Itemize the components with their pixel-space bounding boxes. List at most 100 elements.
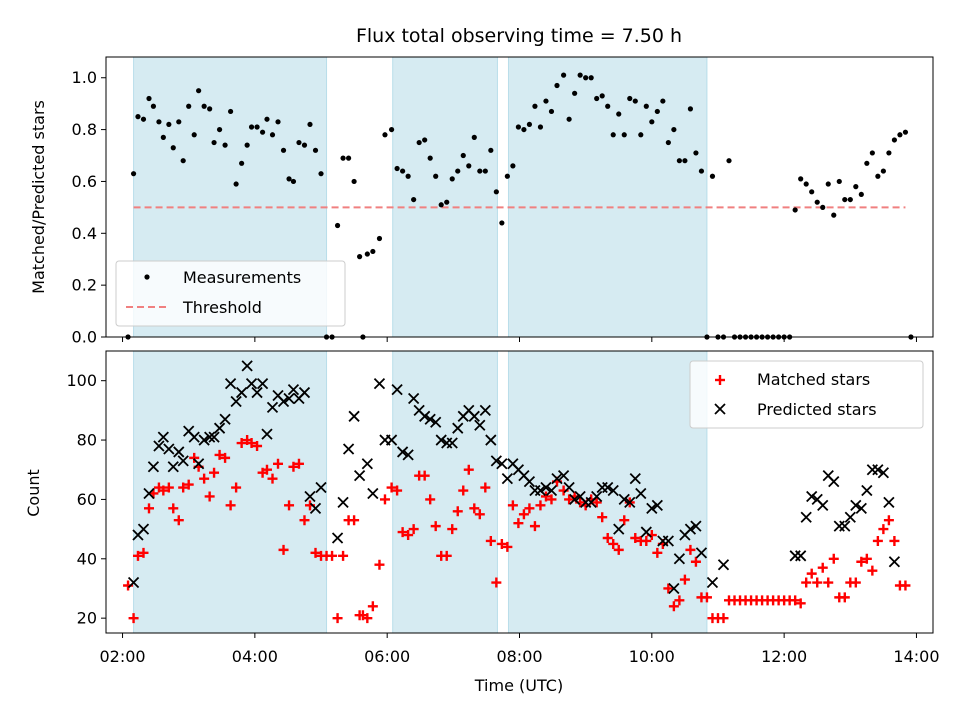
bottom-y-axis-label: Count	[24, 469, 43, 517]
measurement-point	[170, 145, 176, 151]
measurement-point	[627, 95, 633, 102]
measurement-point	[660, 98, 666, 104]
matched-star-point	[718, 613, 729, 624]
measurement-point	[698, 168, 705, 174]
measurement-point	[405, 173, 411, 179]
top-x-ticks	[122, 337, 917, 342]
matched-star-point	[652, 547, 663, 558]
predicted-star-point	[872, 464, 884, 476]
predicted-star-point	[219, 413, 231, 425]
predicted-star-point	[251, 386, 263, 399]
matched-star-point	[597, 512, 608, 523]
y-tick-label: 100	[66, 371, 97, 390]
matched-star-point	[502, 541, 513, 552]
predicted-star-point	[888, 556, 901, 568]
measurement-point	[318, 171, 324, 177]
matched-star-point	[204, 491, 215, 502]
matched-star-point	[806, 568, 817, 579]
matched-star-point	[518, 509, 529, 520]
measurement-point	[416, 139, 422, 146]
matched-star-point	[252, 440, 263, 451]
predicted-star-point	[635, 487, 647, 500]
measurement-point	[616, 111, 622, 117]
measurement-point	[831, 212, 837, 218]
predicted-star-point	[402, 449, 414, 461]
predicted-star-point	[651, 499, 663, 511]
matched-star-point	[546, 494, 557, 505]
observing-interval-shade	[392, 56, 498, 338]
x-tick-label: 14:00	[893, 647, 939, 666]
matched-star-point	[199, 473, 210, 484]
predicted-star-point	[153, 440, 165, 452]
predicted-star-point	[167, 461, 179, 473]
measurement-point	[693, 150, 699, 156]
predicted-star-point	[127, 576, 140, 589]
top-y-axis-label: Matched/Predicted stars	[29, 100, 48, 294]
predicted-star-point	[640, 526, 652, 538]
matched-star-point	[178, 482, 189, 493]
measurement-point	[156, 119, 162, 125]
measurement-point	[290, 178, 297, 185]
predicted-star-point	[551, 473, 563, 485]
measurement-point	[357, 254, 363, 260]
predicted-star-point	[534, 484, 547, 497]
matched-star-point	[214, 449, 225, 460]
measurement-point	[687, 106, 694, 112]
predicted-star-point	[490, 455, 502, 467]
predicted-star-point	[695, 547, 708, 559]
matched-star-point	[278, 544, 289, 555]
matched-star-point	[564, 494, 575, 505]
measurement-point	[847, 196, 853, 203]
matched-star-point	[338, 550, 349, 561]
measurement-point	[411, 196, 417, 203]
matched-star-point	[374, 559, 385, 570]
matched-star-point	[293, 458, 304, 469]
legend-matched-marker	[715, 375, 725, 385]
predicted-star-point	[523, 475, 536, 488]
measurement-point	[233, 181, 239, 187]
matched-star-point	[817, 562, 828, 573]
measurement-point	[239, 160, 245, 166]
predicted-star-point	[706, 576, 719, 589]
predicted-star-point	[342, 443, 355, 455]
matched-star-point	[900, 580, 911, 591]
measurement-point	[248, 124, 255, 130]
matched-star-point	[485, 535, 496, 546]
measurement-point	[370, 248, 376, 255]
measurement-point	[211, 139, 217, 146]
measurement-point	[140, 116, 147, 122]
predicted-star-point	[137, 523, 150, 535]
matched-star-point	[379, 494, 390, 505]
measurement-point	[588, 75, 594, 81]
matched-star-point	[173, 515, 184, 526]
matched-star-point	[246, 438, 257, 449]
measurements-series	[125, 72, 914, 340]
matched-star-point	[861, 553, 872, 564]
matched-star-point	[261, 464, 272, 475]
matched-star-point	[701, 592, 712, 603]
measurement-point	[449, 176, 455, 182]
predicted-star-point	[353, 470, 366, 482]
chart-title: Flux total observing time = 7.50 h	[356, 25, 682, 47]
matched-star-point	[474, 509, 485, 520]
predicted-star-point	[367, 487, 379, 500]
predicted-star-point	[424, 413, 436, 425]
predicted-star-point	[568, 493, 581, 506]
matched-star-point	[668, 601, 679, 612]
matched-star-point	[790, 595, 801, 606]
matched-star-point	[327, 550, 338, 561]
x-tick-label: 10:00	[629, 647, 675, 666]
y-tick-label: 0.0	[72, 328, 97, 347]
measurement-point	[444, 199, 450, 205]
predicted-star-point	[261, 428, 273, 440]
bottom-x-axis: 02:00 04:00 06:00 08:00 10:00 12:00 14:00	[99, 633, 940, 666]
matched-star-point	[663, 583, 674, 594]
measurement-point	[259, 129, 266, 135]
matched-star-point	[452, 506, 463, 517]
predicted-star-point	[540, 481, 552, 494]
matched-star-point	[591, 497, 602, 508]
matched-star-point	[168, 503, 179, 514]
matched-star-point	[641, 535, 652, 546]
matched-star-point	[679, 574, 690, 585]
